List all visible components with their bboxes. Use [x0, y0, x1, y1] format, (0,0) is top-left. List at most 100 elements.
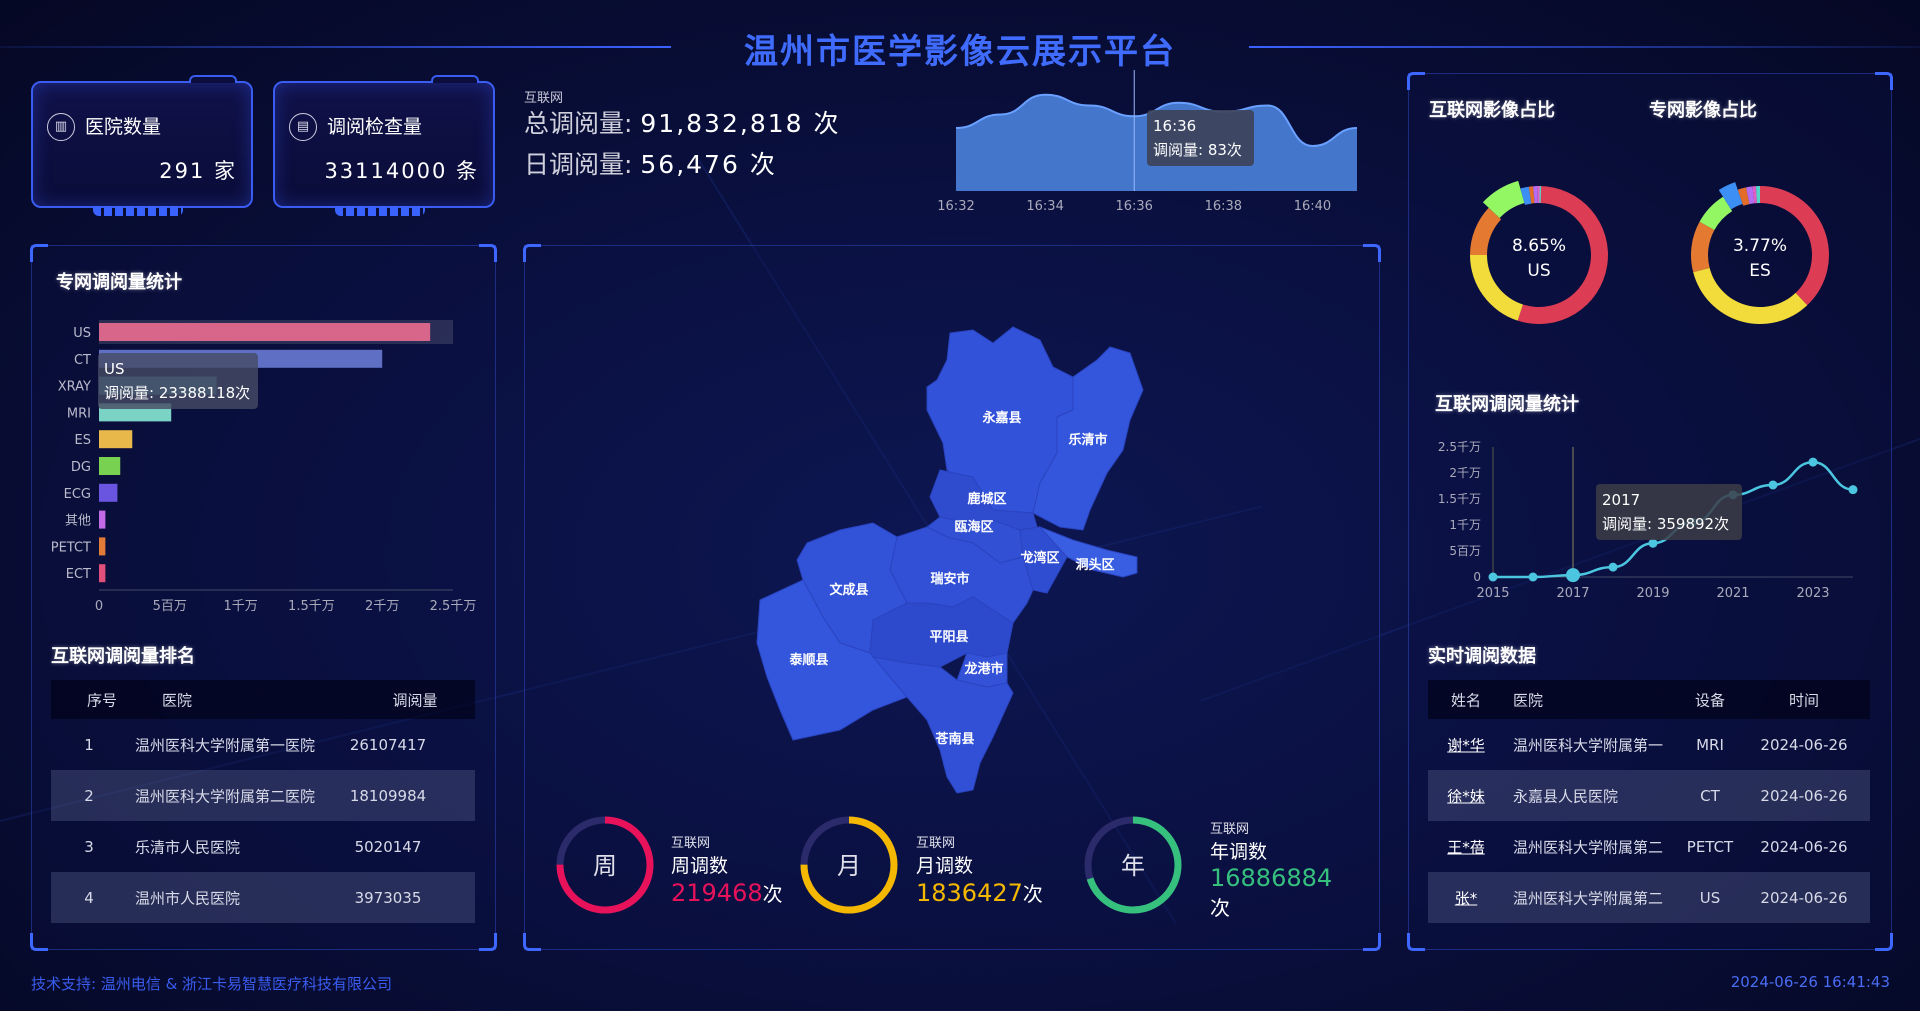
pie-slice: [1752, 186, 1757, 204]
total-value: 91,832,818 次: [640, 109, 841, 138]
data-point: [1768, 480, 1778, 490]
pie-slice: [1760, 186, 1829, 306]
tooltip-text: 调阅量: 359892次: [1602, 515, 1730, 533]
header-device: 设备: [1694, 691, 1726, 709]
tech-support-text: 技术支持: 温州电信 & 浙江卡易智慧医疗科技有限公司: [31, 975, 393, 993]
x-tick-label: 2015: [1476, 586, 1509, 601]
panel-corner: [1875, 933, 1893, 951]
line-chart-tooltip: 2017 调阅量: 359892次: [1596, 484, 1742, 540]
y-category-label: US: [73, 326, 91, 341]
card-label: 调阅检查量: [327, 116, 423, 138]
stat-unit: 次: [1022, 882, 1043, 906]
x-tick-label: 16:34: [1026, 199, 1063, 214]
hospital-cell: 永嘉县人民医院: [1513, 787, 1619, 805]
views-cell: 26107417: [349, 735, 427, 754]
ring-progress: [556, 816, 654, 914]
pie-slice: [1691, 221, 1715, 273]
y-category-label: CT: [74, 353, 91, 368]
daily-label: 日调阅量:: [524, 150, 633, 179]
map-region-label: 乐清市: [1068, 432, 1107, 448]
yearly-line-chart: 0 5百万 1千万 1.5千万 2千万 2.5千万 2015 2017 2019 2021 2023: [1438, 440, 1858, 601]
patient-name-link[interactable]: 王*蓓: [1447, 838, 1485, 856]
bar-chart-tooltip: US 调阅量: 23388118次: [98, 353, 258, 409]
panel-corner: [1407, 72, 1425, 90]
bar-DG: [99, 457, 121, 475]
hospital-cell: 温州医科大学附属第二医院: [135, 787, 316, 805]
table-row[interactable]: 张* 温州医科大学附属第二 US 2024-06-26: [1428, 872, 1870, 923]
map-region-label: 永嘉县: [981, 410, 1021, 426]
panel-corner: [30, 933, 48, 951]
hospital-cell: 温州市人民医院: [135, 889, 241, 907]
current-datetime: 2024-06-26 16:41:43: [1730, 973, 1890, 991]
bar-PETCT: [99, 537, 106, 556]
map-region-label: 文成县: [829, 582, 868, 598]
table-row[interactable]: 徐*妹 永嘉县人民医院 CT 2024-06-26: [1428, 770, 1870, 821]
x-tick-label: 2019: [1636, 586, 1669, 601]
patient-name-link[interactable]: 谢*华: [1447, 736, 1485, 754]
period-stat: 互联网 年调数 16886884 次: [1210, 818, 1340, 921]
views-cell: 5020147: [354, 837, 422, 856]
device-cell: US: [1699, 888, 1721, 907]
data-point: [1608, 562, 1618, 572]
stat-value-line: 16886884 次: [1210, 864, 1340, 921]
panel-corner: [30, 244, 48, 262]
device-cell: CT: [1700, 786, 1720, 805]
bar-其他: [99, 510, 106, 529]
map-region-label: 泰顺县: [788, 652, 828, 668]
y-tick-label: 5百万: [1449, 544, 1481, 558]
pie-slice: [1755, 186, 1760, 204]
hospital-cell: 温州医科大学附属第二: [1513, 889, 1664, 907]
table-header: 序号 医院 调阅量: [51, 680, 475, 719]
time-cell: 2024-06-26: [1760, 735, 1848, 754]
pie-slice: [1470, 255, 1523, 321]
stat-tag: 互联网: [1210, 822, 1250, 837]
tooltip-title: 2017: [1602, 491, 1641, 509]
panel-corner: [1875, 72, 1893, 90]
pie-slice: [1699, 196, 1733, 230]
pie-slice: [1520, 186, 1532, 205]
stat-value-line: 1836427次: [916, 878, 1043, 907]
table-row[interactable]: 3 乐清市人民医院 5020147: [51, 821, 475, 872]
ranking-table: 序号 医院 调阅量 1 温州医科大学附属第一医院 26107417 2 温州医科…: [51, 680, 475, 923]
x-tick-label: 2021: [1716, 586, 1749, 601]
header-views: 调阅量: [392, 691, 438, 709]
data-point: [1488, 572, 1498, 582]
y-tick-label: 2千万: [1449, 466, 1481, 480]
data-point: [1808, 457, 1818, 467]
table-row[interactable]: 4 温州市人民医院 3973035: [51, 872, 475, 923]
summary-tag: 互联网: [524, 91, 564, 106]
stat-label: 年调数: [1210, 841, 1268, 863]
table-row[interactable]: 王*蓓 温州医科大学附属第二 PETCT 2024-06-26: [1428, 821, 1870, 872]
map-region-label: 苍南县: [934, 731, 974, 747]
rank-cell: 3: [84, 837, 94, 856]
internet-pie-title: 互联网影像占比: [1429, 100, 1555, 121]
table-row[interactable]: 1 温州医科大学附属第一医院 26107417: [51, 719, 475, 770]
y-category-label: DG: [71, 460, 91, 475]
y-category-label: PETCT: [51, 540, 91, 555]
bar-ES: [99, 430, 133, 449]
y-category-label: 其他: [65, 514, 91, 529]
patient-name-link[interactable]: 徐*妹: [1447, 787, 1485, 805]
tooltip-title: 16:36: [1153, 117, 1197, 135]
daily-value: 56,476 次: [640, 150, 777, 179]
minute-chart-tooltip: 16:36 调阅量: 83次: [1147, 110, 1254, 166]
pie-slice: [1537, 186, 1540, 204]
tooltip-title: US: [104, 360, 125, 378]
ring-progress: [1084, 816, 1182, 914]
x-tick-label: 2.5千万: [430, 599, 477, 614]
device-cell: MRI: [1696, 735, 1724, 754]
bar-US: [99, 323, 431, 341]
views-cell: 3973035: [354, 888, 422, 907]
patient-name-link[interactable]: 张*: [1454, 889, 1478, 907]
hospital-cell: 温州医科大学附属第一: [1513, 736, 1664, 754]
table-row[interactable]: 谢*华 温州医科大学附属第一 MRI 2024-06-26: [1428, 719, 1870, 770]
data-point: [1648, 538, 1658, 548]
hospital-cell: 乐清市人民医院: [135, 838, 241, 856]
period-progress-ring: 年: [1084, 816, 1182, 914]
table-row[interactable]: 2 温州医科大学附属第二医院 18109984: [51, 770, 475, 821]
map-region-label: 瑞安市: [930, 571, 969, 587]
time-cell: 2024-06-26: [1760, 786, 1848, 805]
stat-unit: 次: [1210, 896, 1230, 920]
x-tick-label: 5百万: [153, 599, 187, 614]
map-region-label: 洞头区: [1075, 557, 1114, 573]
